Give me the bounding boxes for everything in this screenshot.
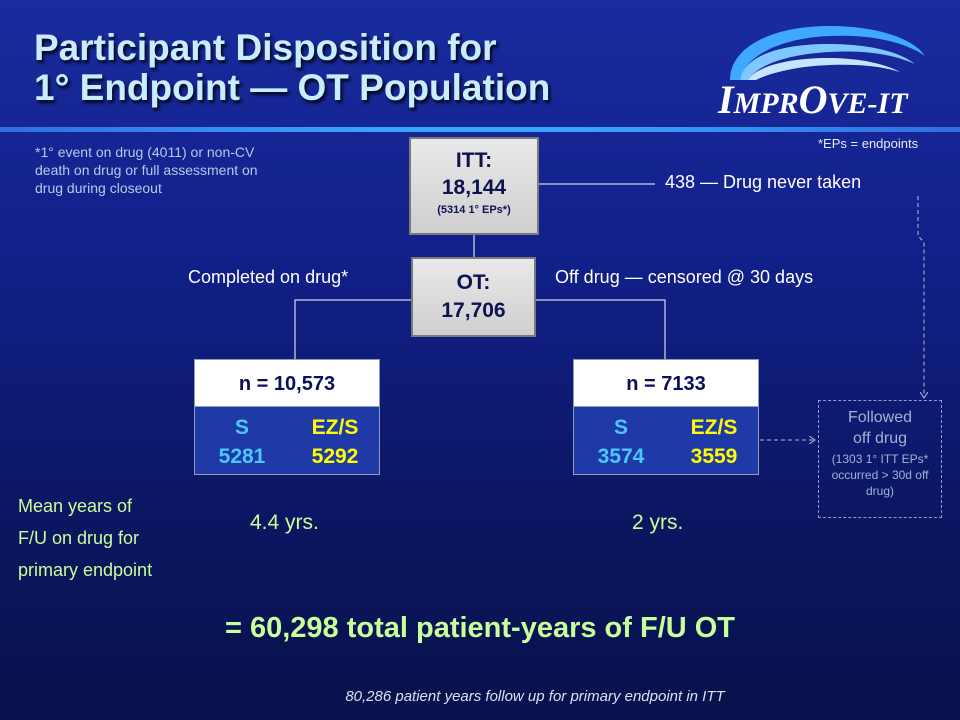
title-line-2: 1° Endpoint — OT Population — [34, 67, 551, 108]
itt-eps: (5314 1° EPs*) — [437, 204, 511, 216]
never-taken-followed-arrow — [917, 196, 924, 398]
mean-years-line-3: primary endpoint — [18, 560, 153, 580]
group-off-drug-body: S 3574 EZ/S 3559 — [573, 407, 759, 475]
page-title: Participant Disposition for 1° Endpoint … — [34, 28, 694, 108]
group-off-drug-ezs: EZ/S 3559 — [674, 413, 754, 471]
ezs-label: EZ/S — [690, 416, 738, 439]
title-underline — [0, 127, 960, 132]
group-completed-header: n = 10,573 — [194, 359, 380, 407]
years-off-drug: 2 yrs. — [632, 511, 684, 534]
group-completed-body: S 5281 EZ/S 5292 — [194, 407, 380, 475]
ot-box: OT: 17,706 — [411, 257, 536, 337]
mean-years-label: Mean years of F/U on drug for primary en… — [18, 490, 218, 586]
logo-letter-2: MPR — [733, 87, 799, 120]
followed-line-1: Followed — [847, 409, 913, 426]
s-label: S — [613, 416, 628, 439]
group-off-drug-header: n = 7133 — [573, 359, 759, 407]
logo-letter-5: - — [867, 87, 878, 120]
logo-letter-1: I — [718, 77, 734, 122]
censored-label: Off drug — censored @ 30 days — [555, 267, 814, 287]
title-line-1: Participant Disposition for — [34, 27, 497, 68]
itt-label: ITT: — [455, 149, 493, 172]
followed-off-drug-box: Followed off drug (1303 1° ITT EPs* occu… — [818, 400, 942, 518]
ot-label: OT: — [456, 271, 491, 294]
followed-line-2: off drug — [853, 430, 907, 447]
total-patient-years: = 60,298 total patient-years of F/U OT — [224, 612, 736, 644]
ot-count: 17,706 — [441, 299, 506, 322]
ezs-value: 3559 — [690, 445, 738, 468]
logo-letter-6: IT — [877, 87, 908, 120]
itt-box: ITT: 18,144 (5314 1° EPs*) — [409, 137, 539, 235]
closeout-footnote: *1° event on drug (4011) or non-CV death… — [35, 144, 258, 196]
s-value: 3574 — [597, 445, 645, 468]
years-completed: 4.4 yrs. — [250, 511, 319, 534]
s-value: 5281 — [218, 445, 266, 468]
itt-count: 18,144 — [441, 176, 507, 199]
group-completed: n = 10,573 S 5281 EZ/S 5292 — [194, 359, 380, 475]
group-completed-ezs: EZ/S 5292 — [295, 413, 375, 471]
itt-followup-note: 80,286 patient years follow up for prima… — [345, 688, 725, 705]
s-label: S — [234, 416, 249, 439]
ezs-value: 5292 — [311, 445, 359, 468]
logo-letter-3: O — [798, 77, 828, 122]
completed-label: Completed on drug* — [188, 267, 349, 287]
followed-detail: (1303 1° ITT EPs* occurred > 30d off dru… — [831, 452, 929, 498]
logo-wordmark: IMPROVE-IT — [718, 76, 938, 123]
never-taken-label: 438 — Drug never taken — [665, 172, 862, 192]
group-off-drug-s: S 3574 — [586, 413, 656, 471]
group-off-drug: n = 7133 S 3574 EZ/S 3559 — [573, 359, 759, 475]
group-completed-s: S 5281 — [207, 413, 277, 471]
swoosh-logo-icon — [730, 26, 925, 80]
ot-right-branch — [536, 299, 666, 359]
logo-letter-4: VE — [827, 87, 868, 120]
mean-years-line-1: Mean years of — [18, 496, 133, 516]
ot-left-branch — [294, 299, 411, 359]
ezs-label: EZ/S — [311, 416, 359, 439]
eps-footnote: *EPs = endpoints — [818, 136, 919, 151]
mean-years-line-2: F/U on drug for — [18, 528, 140, 548]
